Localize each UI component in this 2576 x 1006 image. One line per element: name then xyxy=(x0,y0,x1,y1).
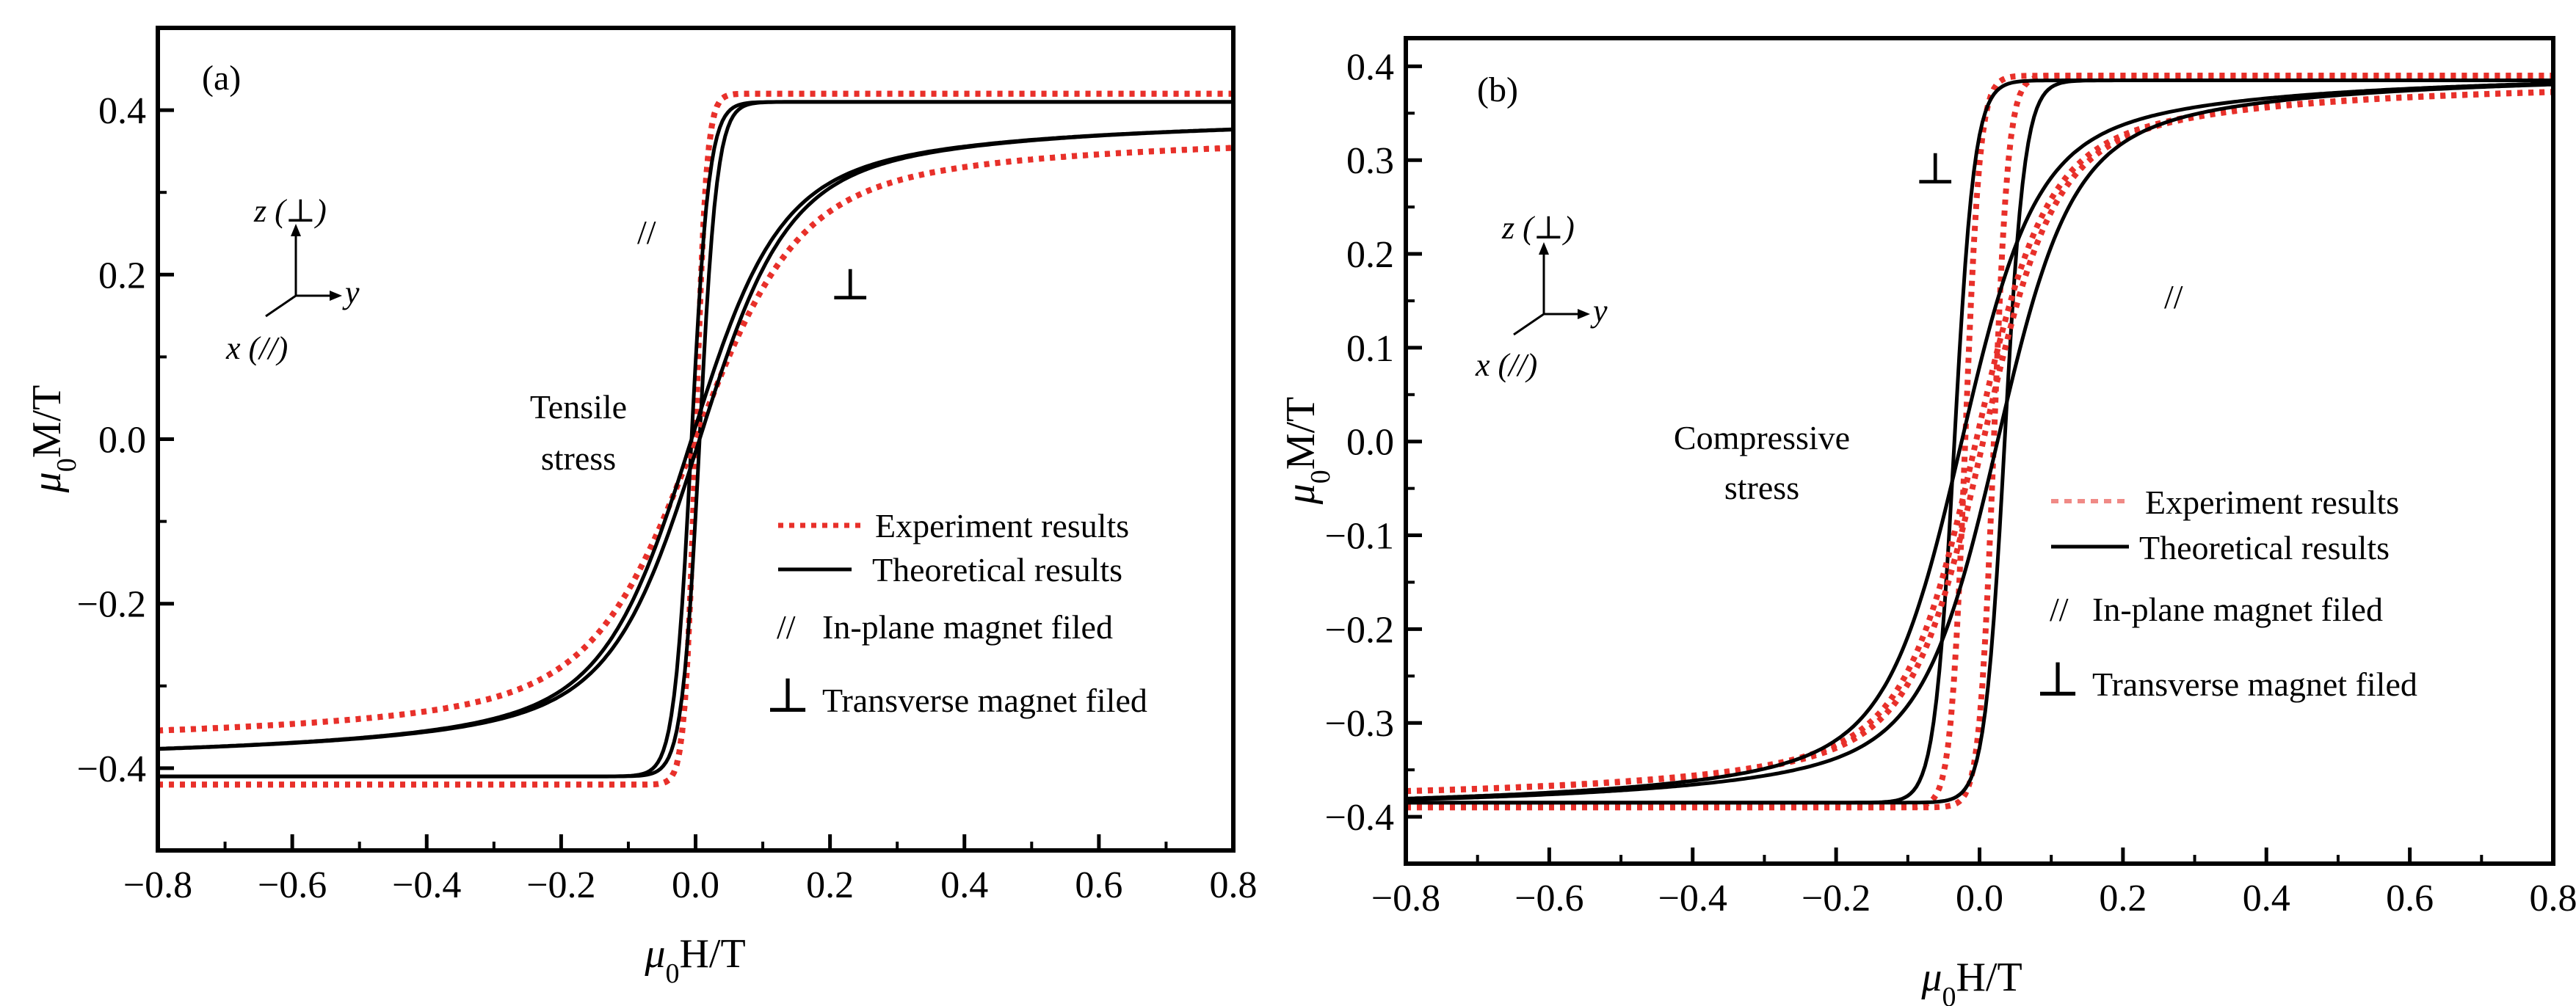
x-tick-label: 0.4 xyxy=(940,864,988,906)
x-tick-label: 0.2 xyxy=(2099,878,2147,919)
y-tick-label: 0.0 xyxy=(98,420,146,462)
legend-perp-label: Transverse magnet filed xyxy=(822,682,1147,719)
panel-b-ylabel: μ0M/T xyxy=(1278,397,1336,506)
y-tick-label: −0.4 xyxy=(1325,797,1394,839)
legend-parallel-label: In-plane magnet filed xyxy=(822,608,1113,646)
x-tick-label: 0.4 xyxy=(2243,878,2290,919)
panel-a-perp-curve-label: ⊥ xyxy=(830,260,871,309)
x-tick-label: −0.4 xyxy=(392,864,461,906)
panel-b: −0.8 −0.6 −0.4 −0.2 0.0 0.2 0.4 0.6 0.8 −0.4 −0.3 −… xyxy=(1278,36,2576,1006)
panel-a-parallel-curve-label: // xyxy=(637,214,656,251)
y-tick-label: 0.1 xyxy=(1346,328,1394,370)
curve-experiment-0-descending xyxy=(158,90,1233,788)
panel-a-z-axis-label: z (⊥) xyxy=(253,193,327,229)
panel-a-ylabel: μ0M/T xyxy=(24,385,82,494)
legend-experiment-label: Experiment results xyxy=(2145,484,2399,521)
curve-experiment-2-descending xyxy=(158,145,1233,734)
panel-b-y-axis-label: y xyxy=(1590,293,1608,329)
panel-a-axes-glyph: z (⊥) y x (//) xyxy=(225,193,360,366)
panel-b-xlabel: μ0H/T xyxy=(1920,955,2022,1006)
x-tick-label: 0.8 xyxy=(1210,864,1258,906)
panel-a-x-axis-label: x (//) xyxy=(225,330,288,366)
x-tick-label: 0.2 xyxy=(806,864,854,906)
y-tick-label: 0.3 xyxy=(1346,140,1394,182)
curve-experiment-0-descending xyxy=(1406,73,2553,811)
panel-a-ticks: −0.8 −0.6 −0.4 −0.2 0.0 0.2 0.4 0.6 0.8 −0.4 −0.2 0… xyxy=(77,26,1258,906)
panel-b-label: (b) xyxy=(1477,70,1518,109)
legend-perp-label: Transverse magnet filed xyxy=(2092,666,2417,703)
panel-a-stress-label-2: stress xyxy=(541,440,616,477)
panel-b-legend: Experiment results Theoretical results /… xyxy=(2035,484,2417,707)
panel-a-y-axis-label: y xyxy=(342,274,360,310)
x-tick-label: −0.4 xyxy=(1658,878,1727,919)
panel-a-frame xyxy=(156,26,1236,853)
y-tick-label: −0.2 xyxy=(1325,609,1394,651)
y-tick-label: −0.3 xyxy=(1325,703,1394,745)
legend-experiment-label: Experiment results xyxy=(875,507,1129,544)
x-tick-label: −0.6 xyxy=(258,864,327,906)
legend-theory-label: Theoretical results xyxy=(2139,529,2390,566)
x-tick-label: 0.0 xyxy=(672,864,719,906)
curve-theory-3-descending xyxy=(1406,81,2553,801)
y-tick-label: −0.2 xyxy=(77,584,146,626)
legend-parallel-symbol: // xyxy=(777,608,796,646)
panel-b-parallel-curve-label: // xyxy=(2164,278,2183,316)
panel-b-stress-label-2: stress xyxy=(1724,469,1799,506)
panel-a-legend: Experiment results Theoretical results /… xyxy=(765,507,1147,723)
panel-b-z-axis-label: z (⊥) xyxy=(1501,210,1575,246)
y-tick-label: 0.2 xyxy=(1346,234,1394,276)
x-tick-label: −0.2 xyxy=(1802,878,1871,919)
y-tick-label: 0.0 xyxy=(1346,422,1394,464)
curve-experiment-2-descending xyxy=(1406,89,2553,794)
curve-theory-3-ascending xyxy=(1406,82,2553,802)
curve-theory-1-descending xyxy=(158,100,1233,779)
y-tick-label: 0.4 xyxy=(98,90,146,132)
panel-a-label: (a) xyxy=(202,59,241,98)
x-tick-label: 0.8 xyxy=(2530,878,2576,919)
curve-theory-3-descending xyxy=(158,127,1233,751)
panel-b-perp-curve-label: ⊥ xyxy=(1915,145,1956,193)
x-tick-label: 0.6 xyxy=(2386,878,2434,919)
panel-b-stress-label-1: Compressive xyxy=(1674,419,1850,456)
legend-parallel-symbol: // xyxy=(2050,591,2069,628)
legend-parallel-label: In-plane magnet filed xyxy=(2092,591,2383,628)
panel-b-curves xyxy=(1406,73,2553,811)
panel-a: −0.8 −0.6 −0.4 −0.2 0.0 0.2 0.4 0.6 0.8 −0.4 −0.2 0… xyxy=(24,26,1258,989)
y-tick-label: −0.4 xyxy=(77,748,146,790)
x-tick-label: 0.6 xyxy=(1075,864,1122,906)
y-tick-label: 0.4 xyxy=(1346,46,1394,88)
x-tick-label: 0.0 xyxy=(1956,878,2003,919)
panel-a-curves xyxy=(158,90,1233,788)
curve-theory-1-descending xyxy=(1406,79,2553,805)
panel-b-x-axis-label: x (//) xyxy=(1475,347,1537,383)
y-tick-label: 0.2 xyxy=(98,255,146,296)
legend-theory-label: Theoretical results xyxy=(872,551,1122,588)
x-tick-label: −0.2 xyxy=(526,864,595,906)
x-tick-label: −0.8 xyxy=(1371,878,1440,919)
panel-a-xlabel: μ0H/T xyxy=(644,931,745,989)
x-tick-label: −0.6 xyxy=(1514,878,1583,919)
panel-b-axes-glyph: z (⊥) y x (//) xyxy=(1475,210,1608,383)
legend-perp-symbol: ⊥ xyxy=(2035,653,2080,707)
x-tick-label: −0.8 xyxy=(123,864,192,906)
panel-b-ticks: −0.8 −0.6 −0.4 −0.2 0.0 0.2 0.4 0.6 0.8 −0.4 −0.3 −… xyxy=(1325,46,2576,919)
legend-perp-symbol: ⊥ xyxy=(765,669,810,723)
y-tick-label: −0.1 xyxy=(1325,516,1394,558)
panel-a-stress-label-1: Tensile xyxy=(530,388,627,426)
